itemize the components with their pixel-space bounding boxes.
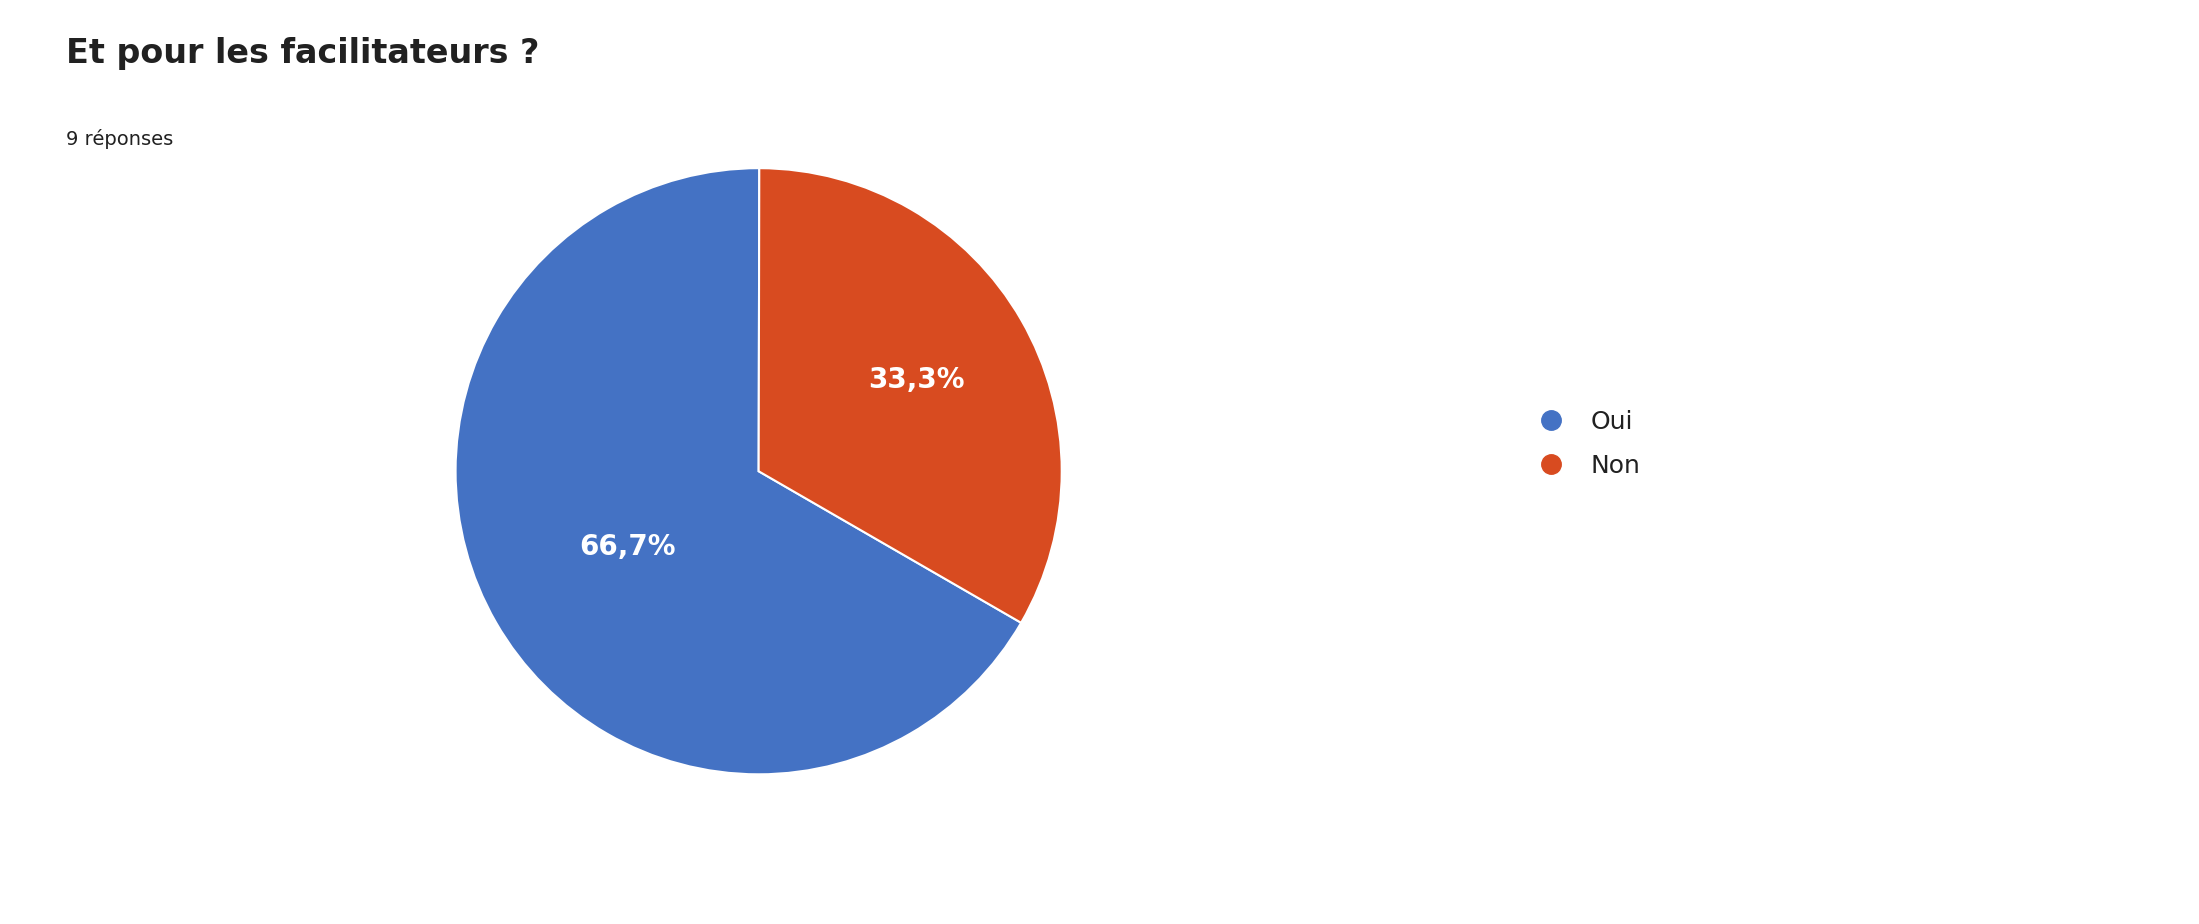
Wedge shape — [759, 168, 1062, 623]
Text: 66,7%: 66,7% — [578, 533, 675, 561]
Legend: Oui, Non: Oui, Non — [1515, 399, 1651, 488]
Text: 33,3%: 33,3% — [869, 366, 965, 395]
Text: 9 réponses: 9 réponses — [66, 129, 174, 150]
Wedge shape — [455, 168, 1020, 774]
Text: Et pour les facilitateurs ?: Et pour les facilitateurs ? — [66, 37, 539, 70]
